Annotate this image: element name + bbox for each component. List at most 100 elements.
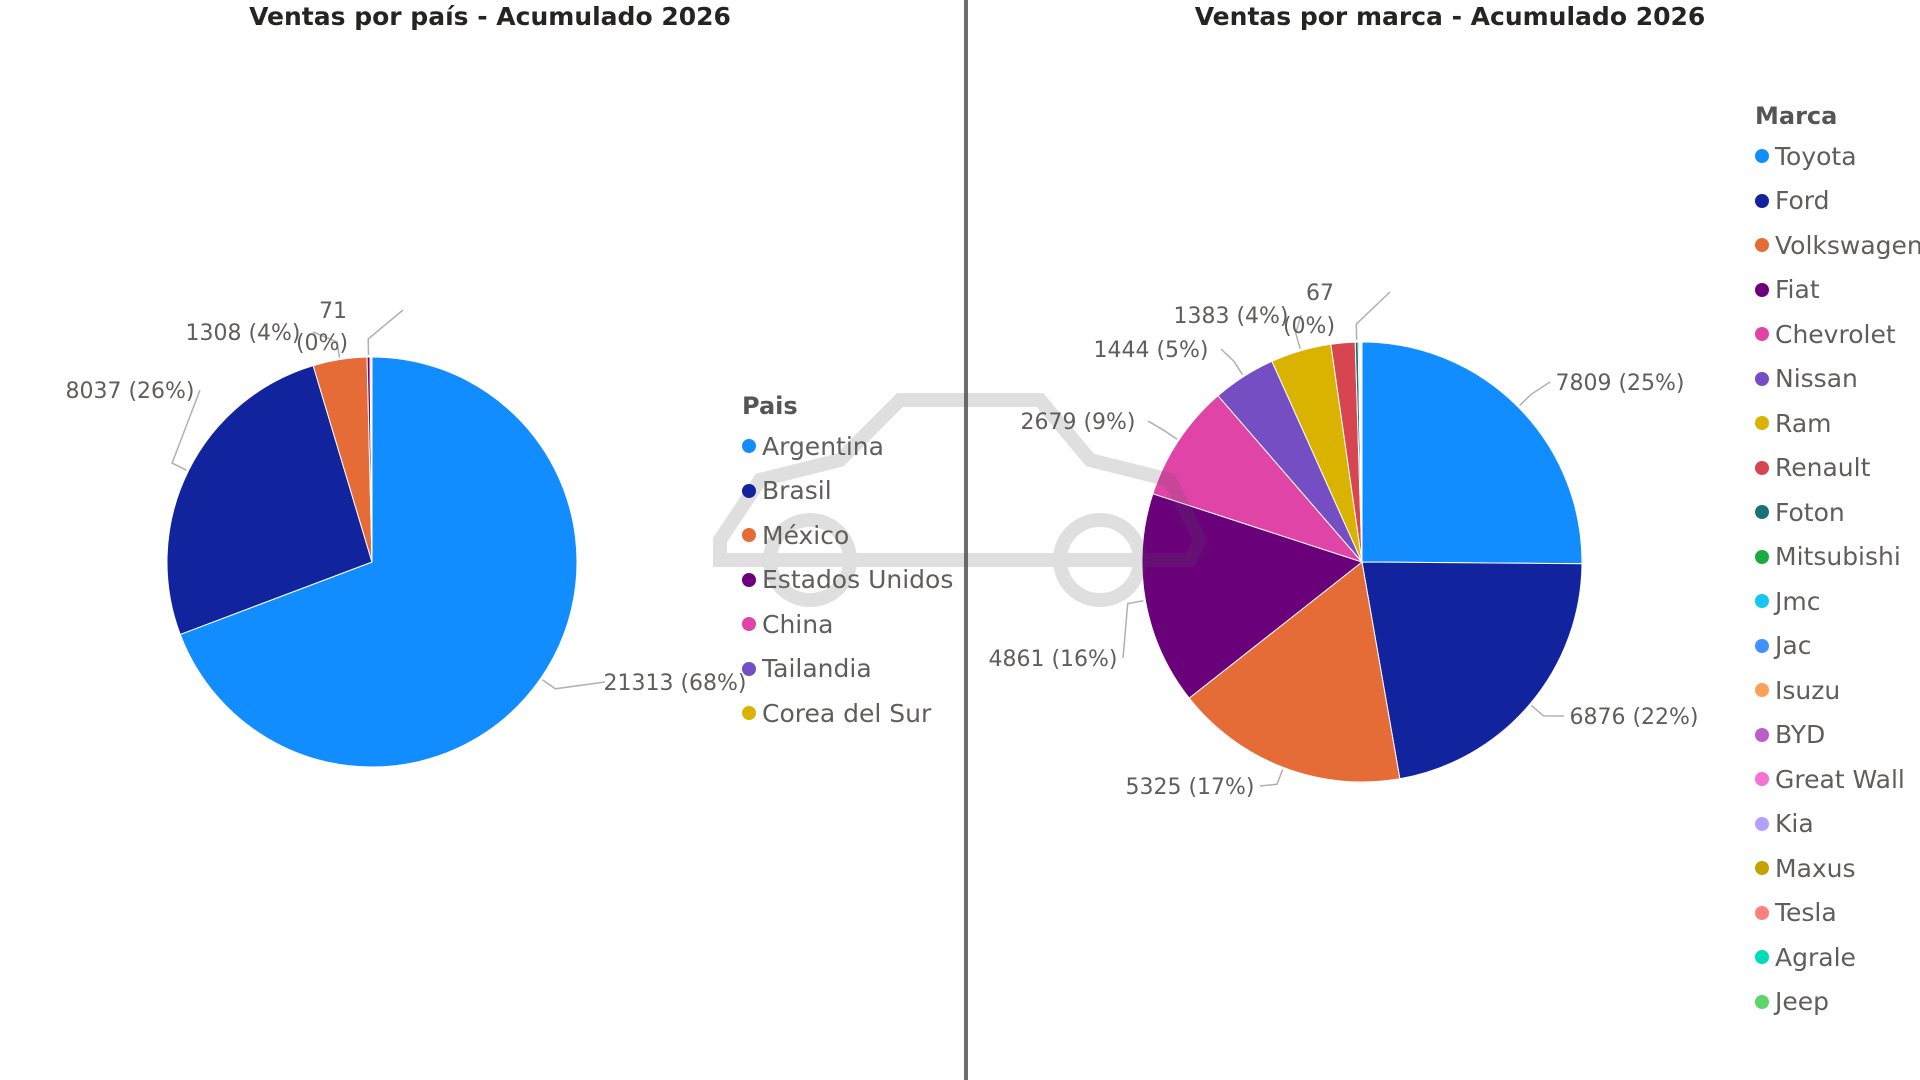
legend-label: Agrale <box>1775 942 1856 972</box>
legend-item-argentina[interactable]: Argentina <box>742 424 953 469</box>
legend-swatch <box>1755 460 1769 475</box>
legend-swatch <box>1755 638 1769 653</box>
legend-label: Corea del Sur <box>762 698 932 728</box>
legend-swatch <box>742 706 756 721</box>
legend-item-jac[interactable]: Jac <box>1755 624 1920 669</box>
legend-label: Maxus <box>1775 853 1856 883</box>
pie-slice-toyota[interactable] <box>1361 341 1583 565</box>
legend-swatch <box>1755 327 1769 342</box>
legend-swatch <box>1755 238 1769 253</box>
legend-item-jmc[interactable]: Jmc <box>1755 579 1920 624</box>
legend-item-china[interactable]: China <box>742 602 953 647</box>
legend-label: Nissan <box>1775 364 1858 394</box>
legend-label: Jeep <box>1775 987 1830 1017</box>
legend-label: Ford <box>1775 186 1830 216</box>
legend-label: México <box>762 520 850 550</box>
data-label: 67 <box>1306 281 1334 306</box>
data-label-sub: (0%) <box>1283 314 1335 339</box>
pie-slice-volkswagen[interactable] <box>1188 561 1401 783</box>
data-label: 2679 (9%) <box>1020 410 1135 435</box>
legend-swatch <box>1755 594 1769 609</box>
country-legend: Pais Argentina Brasil México Estados Unidos… <box>742 392 953 736</box>
legend-label: Renault <box>1775 453 1871 483</box>
legend-label: Foton <box>1775 497 1845 527</box>
legend-label: Ram <box>1775 408 1832 438</box>
pie-slice-ford[interactable] <box>1361 561 1583 780</box>
leader-line <box>1147 420 1178 440</box>
legend-item-tesla[interactable]: Tesla <box>1755 891 1920 936</box>
legend-item-brasil[interactable]: Brasil <box>742 469 953 514</box>
legend-swatch <box>1755 861 1769 876</box>
legend-swatch <box>1755 371 1769 386</box>
legend-swatch <box>742 617 756 632</box>
legend-item-fiat[interactable]: Fiat <box>1755 268 1920 313</box>
legend-item-ram[interactable]: Ram <box>1755 401 1920 446</box>
legend-label: Jac <box>1775 631 1812 661</box>
leader-line <box>1220 348 1244 376</box>
brand-legend-title: Marca <box>1755 102 1838 130</box>
legend-swatch <box>1755 994 1769 1009</box>
legend-item-nissan[interactable]: Nissan <box>1755 357 1920 402</box>
legend-swatch <box>1755 683 1769 698</box>
data-label: 5325 (17%) <box>1125 775 1254 800</box>
legend-item-volkswagen[interactable]: Volkswagen <box>1755 223 1920 268</box>
legend-item-great-wall[interactable]: Great Wall <box>1755 757 1920 802</box>
legend-item-foton[interactable]: Foton <box>1755 490 1920 535</box>
leader-line <box>1259 769 1284 787</box>
data-label: 4861 (16%) <box>988 647 1117 672</box>
legend-label: Chevrolet <box>1775 319 1896 349</box>
legend-item-jeep[interactable]: Jeep <box>1755 980 1920 1025</box>
leader-line <box>312 331 341 358</box>
legend-item-isuzu[interactable]: Isuzu <box>1755 668 1920 713</box>
legend-label: Jmc <box>1775 586 1821 616</box>
pie-slice-argentina[interactable] <box>179 356 578 768</box>
leader-line <box>1530 704 1565 717</box>
brand-chart-title: Ventas por marca - Acumulado 2026 <box>1194 2 1706 31</box>
legend-label: Tailandia <box>762 654 872 684</box>
legend-swatch <box>742 661 756 676</box>
legend-label: Tesla <box>1775 898 1837 928</box>
pie-slice-chevrolet[interactable] <box>1152 394 1364 564</box>
legend-swatch <box>1755 772 1769 787</box>
leader-line <box>1122 600 1144 659</box>
legend-label: Argentina <box>762 431 884 461</box>
legend-item-estados-unidos[interactable]: Estados Unidos <box>742 558 953 603</box>
pie-slice-brasil[interactable] <box>166 365 373 636</box>
legend-label: BYD <box>1775 720 1826 750</box>
country-legend-title: Pais <box>742 392 798 420</box>
legend-swatch <box>1755 193 1769 208</box>
country-chart-title: Ventas por país - Acumulado 2026 <box>249 2 731 31</box>
legend-item-agrale[interactable]: Agrale <box>1755 935 1920 980</box>
legend-swatch <box>1755 149 1769 164</box>
panel-divider <box>964 0 968 1080</box>
legend-item-méxico[interactable]: México <box>742 513 953 558</box>
legend-swatch <box>1755 549 1769 564</box>
leader-line <box>171 389 201 471</box>
legend-label: Great Wall <box>1775 764 1905 794</box>
brand-legend: Marca Toyota Ford Volkswagen Fiat Chevrolet N… <box>1755 102 1920 1024</box>
legend-item-chevrolet[interactable]: Chevrolet <box>1755 312 1920 357</box>
legend-label: Volkswagen <box>1775 230 1920 260</box>
legend-swatch <box>1755 727 1769 742</box>
legend-item-mitsubishi[interactable]: Mitsubishi <box>1755 535 1920 580</box>
legend-label: Fiat <box>1775 275 1820 305</box>
legend-item-renault[interactable]: Renault <box>1755 446 1920 491</box>
legend-swatch <box>1755 282 1769 297</box>
legend-swatch <box>1755 950 1769 965</box>
legend-item-tailandia[interactable]: Tailandia <box>742 647 953 692</box>
legend-label: Brasil <box>762 476 832 506</box>
pie-slice-fiat[interactable] <box>1141 493 1364 699</box>
legend-item-corea-del-sur[interactable]: Corea del Sur <box>742 691 953 736</box>
legend-swatch <box>1755 416 1769 431</box>
legend-item-ford[interactable]: Ford <box>1755 179 1920 224</box>
legend-swatch <box>742 528 756 543</box>
legend-item-kia[interactable]: Kia <box>1755 802 1920 847</box>
legend-item-byd[interactable]: BYD <box>1755 713 1920 758</box>
legend-swatch <box>1755 505 1769 520</box>
legend-swatch <box>742 439 756 454</box>
legend-label: Mitsubishi <box>1775 542 1901 572</box>
legend-item-toyota[interactable]: Toyota <box>1755 134 1920 179</box>
legend-item-maxus[interactable]: Maxus <box>1755 846 1920 891</box>
data-label: 1383 (4%) <box>1173 304 1288 329</box>
